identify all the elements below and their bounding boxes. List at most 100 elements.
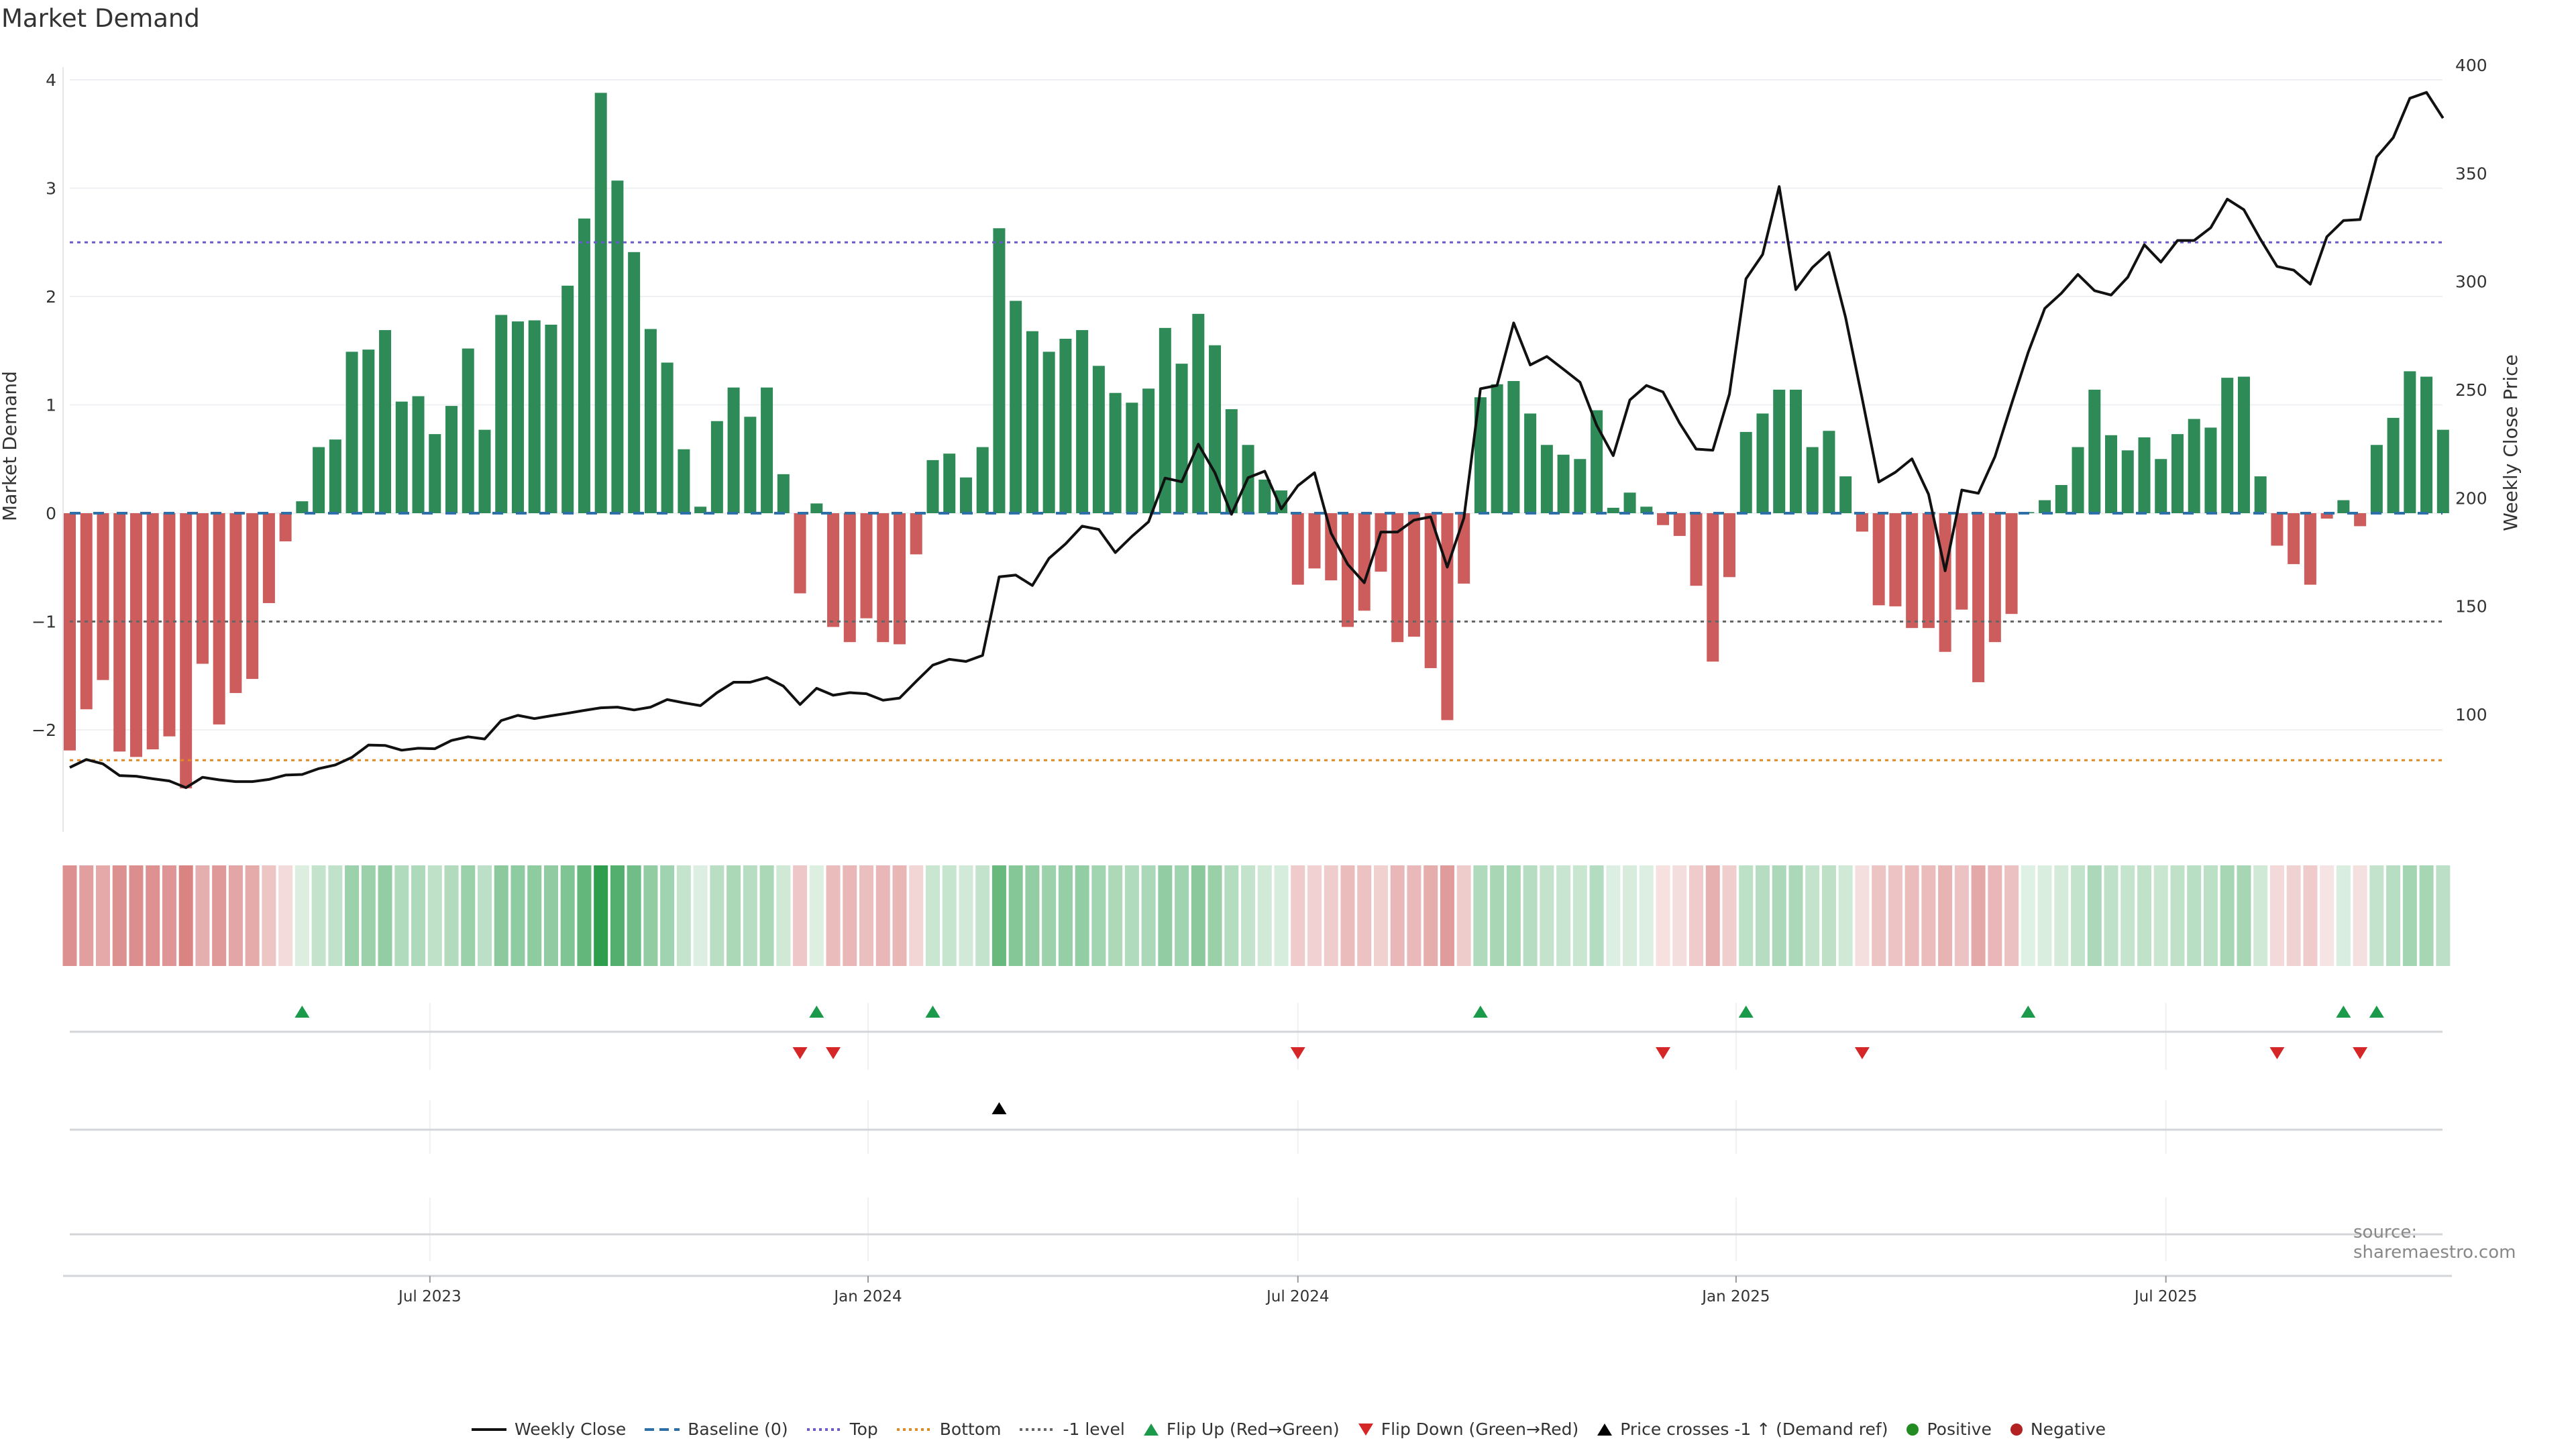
positive-demand-bar <box>727 387 740 513</box>
heat-cell-positive <box>1008 865 1023 966</box>
heat-cell-positive <box>527 865 542 966</box>
heat-cell-negative <box>62 865 77 966</box>
heat-cell-negative <box>1424 865 1438 966</box>
heat-cell-negative <box>245 865 260 966</box>
positive-demand-bar <box>345 352 358 513</box>
positive-demand-bar <box>2254 476 2267 513</box>
heat-cell-negative <box>1722 865 1737 966</box>
heat-cell-negative <box>1340 865 1355 966</box>
flip-down-marker <box>826 1047 841 1059</box>
heat-cell-positive <box>975 865 990 966</box>
negative-demand-bar <box>894 513 906 645</box>
x-tick-label: Jan 2025 <box>1701 1288 1770 1305</box>
negative-demand-bar <box>843 513 856 643</box>
negative-demand-bar <box>1856 513 1868 532</box>
negative-demand-bar <box>1872 513 1885 606</box>
negative-demand-bar <box>1375 513 1387 572</box>
heat-cell-positive <box>2220 865 2235 966</box>
negative-demand-bar <box>1291 513 1304 585</box>
heat-cell-negative <box>1872 865 1886 966</box>
flip-down-marker <box>2269 1047 2285 1059</box>
legend-item-baseline[interactable]: Baseline (0) <box>643 1419 788 1439</box>
heat-cell-positive <box>776 865 791 966</box>
positive-demand-bar <box>1557 454 1570 513</box>
negative-demand-bar <box>262 513 275 604</box>
heat-cell-positive <box>925 865 940 966</box>
negative-demand-bar <box>1657 513 1670 525</box>
positive-demand-bar <box>2420 376 2433 513</box>
positive-demand-bar <box>1524 413 1537 513</box>
heat-cell-negative <box>112 865 127 966</box>
heat-cell-positive <box>1589 865 1604 966</box>
negative-demand-bar <box>229 513 242 694</box>
heat-cell-negative <box>892 865 907 966</box>
circle-icon <box>2010 1423 2023 1436</box>
negative-demand-bar <box>213 513 225 724</box>
negative-demand-bar <box>1972 513 1985 682</box>
y-tick-label: 4 <box>46 70 56 90</box>
legend-item-weekly-close[interactable]: Weekly Close <box>470 1419 626 1439</box>
heat-cell-positive <box>2187 865 2202 966</box>
heat-cell-positive <box>1224 865 1239 966</box>
negative-demand-bar <box>97 513 109 680</box>
positive-demand-bar <box>1474 397 1487 513</box>
heat-cell-negative <box>2353 865 2367 966</box>
heat-cell-positive <box>2203 865 2218 966</box>
negative-demand-bar <box>196 513 209 664</box>
positive-demand-bar <box>1076 330 1089 513</box>
heat-cell-negative <box>1954 865 1969 966</box>
heat-cell-positive <box>478 865 492 966</box>
heat-cell-positive <box>328 865 343 966</box>
heat-cell-positive <box>959 865 973 966</box>
heat-cell-positive <box>610 865 625 966</box>
positive-demand-bar <box>926 460 939 513</box>
negative-demand-bar <box>2304 513 2316 585</box>
negative-demand-bar <box>827 513 840 627</box>
heat-cell-positive <box>2386 865 2401 966</box>
x-tick-label: Jul 2025 <box>2133 1288 2198 1305</box>
legend-item-minus-one[interactable]: -1 level <box>1018 1419 1125 1439</box>
positive-demand-bar <box>1126 402 1138 513</box>
heat-cell-negative <box>1307 865 1322 966</box>
line-swatch-icon <box>471 1428 506 1431</box>
positive-demand-bar <box>462 348 474 513</box>
heat-cell-negative <box>1672 865 1687 966</box>
positive-demand-bar <box>313 447 325 513</box>
positive-demand-bar <box>1275 490 1288 513</box>
negative-demand-bar <box>2288 513 2300 564</box>
triangle-down-icon <box>1358 1423 1373 1436</box>
heat-cell-positive <box>1788 865 1803 966</box>
positive-demand-bar <box>959 477 972 513</box>
y-tick-label: −2 <box>32 720 56 740</box>
legend-item-bottom[interactable]: Bottom <box>896 1419 1001 1439</box>
positive-demand-bar <box>2387 417 2400 513</box>
negative-demand-bar <box>2354 513 2367 527</box>
negative-demand-bar <box>2320 513 2333 519</box>
legend-label: Top <box>849 1419 878 1439</box>
legend: Weekly Close Baseline (0) Top Bottom -1 … <box>0 1419 2576 1439</box>
source-label: source: sharemaestro.com <box>2353 1222 2516 1263</box>
negative-demand-bar <box>1673 513 1686 536</box>
positive-demand-bar <box>379 330 392 513</box>
legend-item-flip-down[interactable]: Flip Down (Green→Red) <box>1357 1419 1578 1439</box>
negative-demand-bar <box>1988 513 2001 643</box>
legend-item-price-cross[interactable]: Price crosses -1 ↑ (Demand ref) <box>1596 1419 1888 1439</box>
heat-cell-positive <box>1556 865 1571 966</box>
positive-demand-bar <box>611 180 624 513</box>
positive-demand-bar <box>1159 327 1171 513</box>
positive-demand-bar <box>2188 419 2200 513</box>
y2-tick-label: 250 <box>2455 380 2487 400</box>
positive-demand-bar <box>1789 389 1802 513</box>
legend-item-negative[interactable]: Negative <box>2009 1419 2106 1439</box>
heat-cell-positive <box>411 865 426 966</box>
legend-item-flip-up[interactable]: Flip Up (Red→Green) <box>1142 1419 1340 1439</box>
legend-item-positive[interactable]: Positive <box>1905 1419 1992 1439</box>
negative-demand-bar <box>1458 513 1470 584</box>
heat-cell-positive <box>2170 865 2185 966</box>
heat-cell-positive <box>1572 865 1587 966</box>
positive-demand-bar <box>1839 476 1852 513</box>
heat-cell-positive <box>1772 865 1786 966</box>
y-tick-label: 1 <box>46 396 56 415</box>
legend-item-top[interactable]: Top <box>806 1419 878 1439</box>
x-tick-label: Jul 2024 <box>1265 1288 1330 1305</box>
